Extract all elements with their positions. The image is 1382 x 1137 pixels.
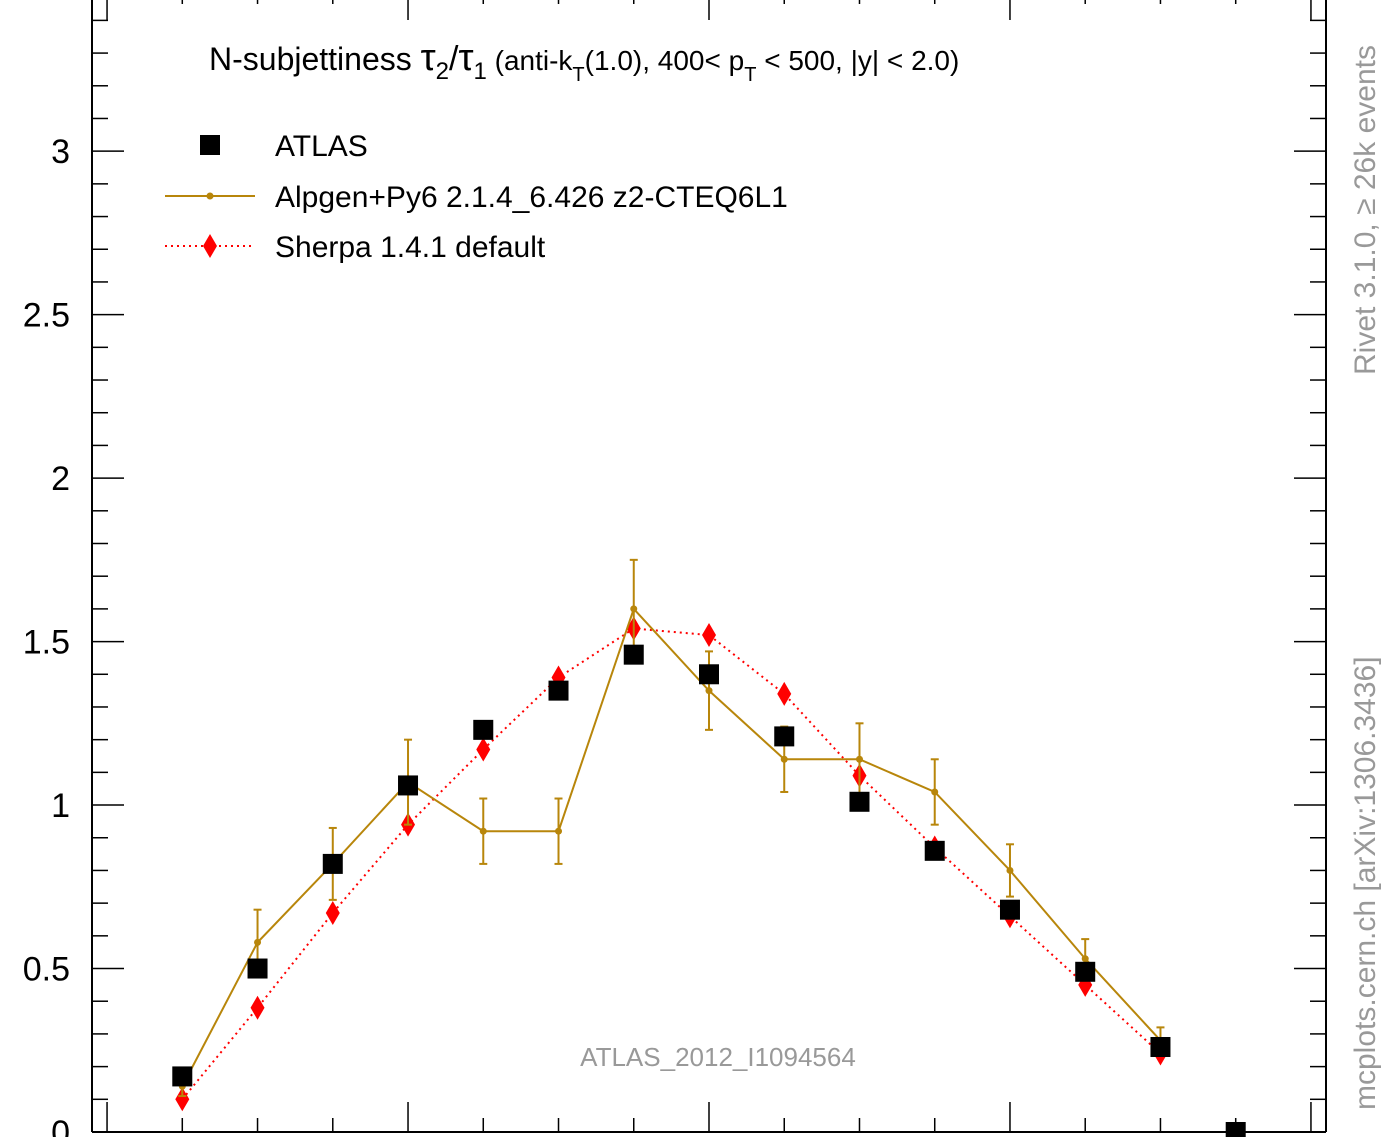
- alpgen-point: [630, 605, 638, 613]
- analysis-watermark: ATLAS_2012_I1094564: [580, 1042, 856, 1072]
- legend-marker-atlas: [200, 135, 220, 155]
- alpgen-point: [855, 755, 863, 763]
- series-atlas: [172, 644, 1246, 1137]
- legend: ATLAS Alpgen+Py6 2.1.4_6.426 z2-CTEQ6L1 …: [165, 130, 788, 264]
- y-tick-label: 1.5: [23, 624, 70, 662]
- series-alpgen: [178, 558, 1165, 1098]
- y-tick-label: 1: [51, 787, 70, 825]
- y-tick-label: 2.5: [23, 297, 70, 335]
- sherpa-point: [175, 1087, 190, 1112]
- alpgen-point: [705, 687, 713, 695]
- axis-ticks: [92, 0, 1326, 1133]
- y-tick-label: 2: [51, 460, 70, 498]
- y-tick-label: 0: [51, 1114, 70, 1137]
- sherpa-point: [476, 737, 491, 762]
- atlas-point: [1075, 961, 1096, 982]
- legend-label-sherpa: Sherpa 1.4.1 default: [275, 231, 546, 264]
- atlas-point: [473, 719, 494, 740]
- side-label-mcplots: mcplots.cern.ch [arXiv:1306.3436]: [1349, 656, 1382, 1110]
- atlas-point: [999, 899, 1020, 920]
- legend-marker-sherpa: [203, 234, 217, 258]
- atlas-point: [172, 1066, 193, 1087]
- atlas-point: [1225, 1122, 1246, 1137]
- alpgen-point: [479, 827, 487, 835]
- chart-title: N-subjettiness τ2/τ1 (anti-kT(1.0), 400<…: [209, 37, 959, 86]
- atlas-point: [322, 853, 343, 874]
- atlas-point: [548, 680, 569, 701]
- alpgen-point: [931, 788, 939, 796]
- y-tick-label: 3.5: [23, 0, 70, 8]
- atlas-point: [623, 644, 644, 665]
- alpgen-point: [780, 755, 788, 763]
- sherpa-point: [325, 900, 340, 925]
- y-tick-label: 0.5: [23, 951, 70, 989]
- atlas-point: [398, 775, 419, 796]
- alpgen-line: [181, 606, 1162, 1087]
- atlas-point: [247, 958, 268, 979]
- side-label-rivet: Rivet 3.1.0, ≥ 26k events: [1349, 45, 1382, 375]
- alpgen-point: [555, 827, 563, 835]
- axes-frame: [91, 0, 1327, 1133]
- y-tick-label: 3: [51, 133, 70, 171]
- legend-label-atlas: ATLAS: [275, 130, 368, 163]
- legend-marker-alpgen: [206, 192, 214, 200]
- legend-label-alpgen: Alpgen+Py6 2.1.4_6.426 z2-CTEQ6L1: [275, 181, 788, 214]
- sherpa-line: [181, 627, 1162, 1100]
- atlas-point: [699, 664, 719, 685]
- sherpa-point: [702, 623, 716, 648]
- alpgen-point: [1081, 955, 1089, 963]
- sherpa-point: [250, 995, 265, 1020]
- y-tick-labels: 0 0.5 1 1.5 2 2.5 3 3.5: [23, 0, 70, 1137]
- atlas-point: [924, 840, 945, 861]
- sherpa-point: [777, 681, 792, 706]
- atlas-point: [849, 791, 870, 812]
- atlas-point: [774, 726, 795, 747]
- atlas-point: [1150, 1036, 1171, 1057]
- alpgen-point: [254, 938, 262, 946]
- alpgen-point: [1006, 866, 1014, 874]
